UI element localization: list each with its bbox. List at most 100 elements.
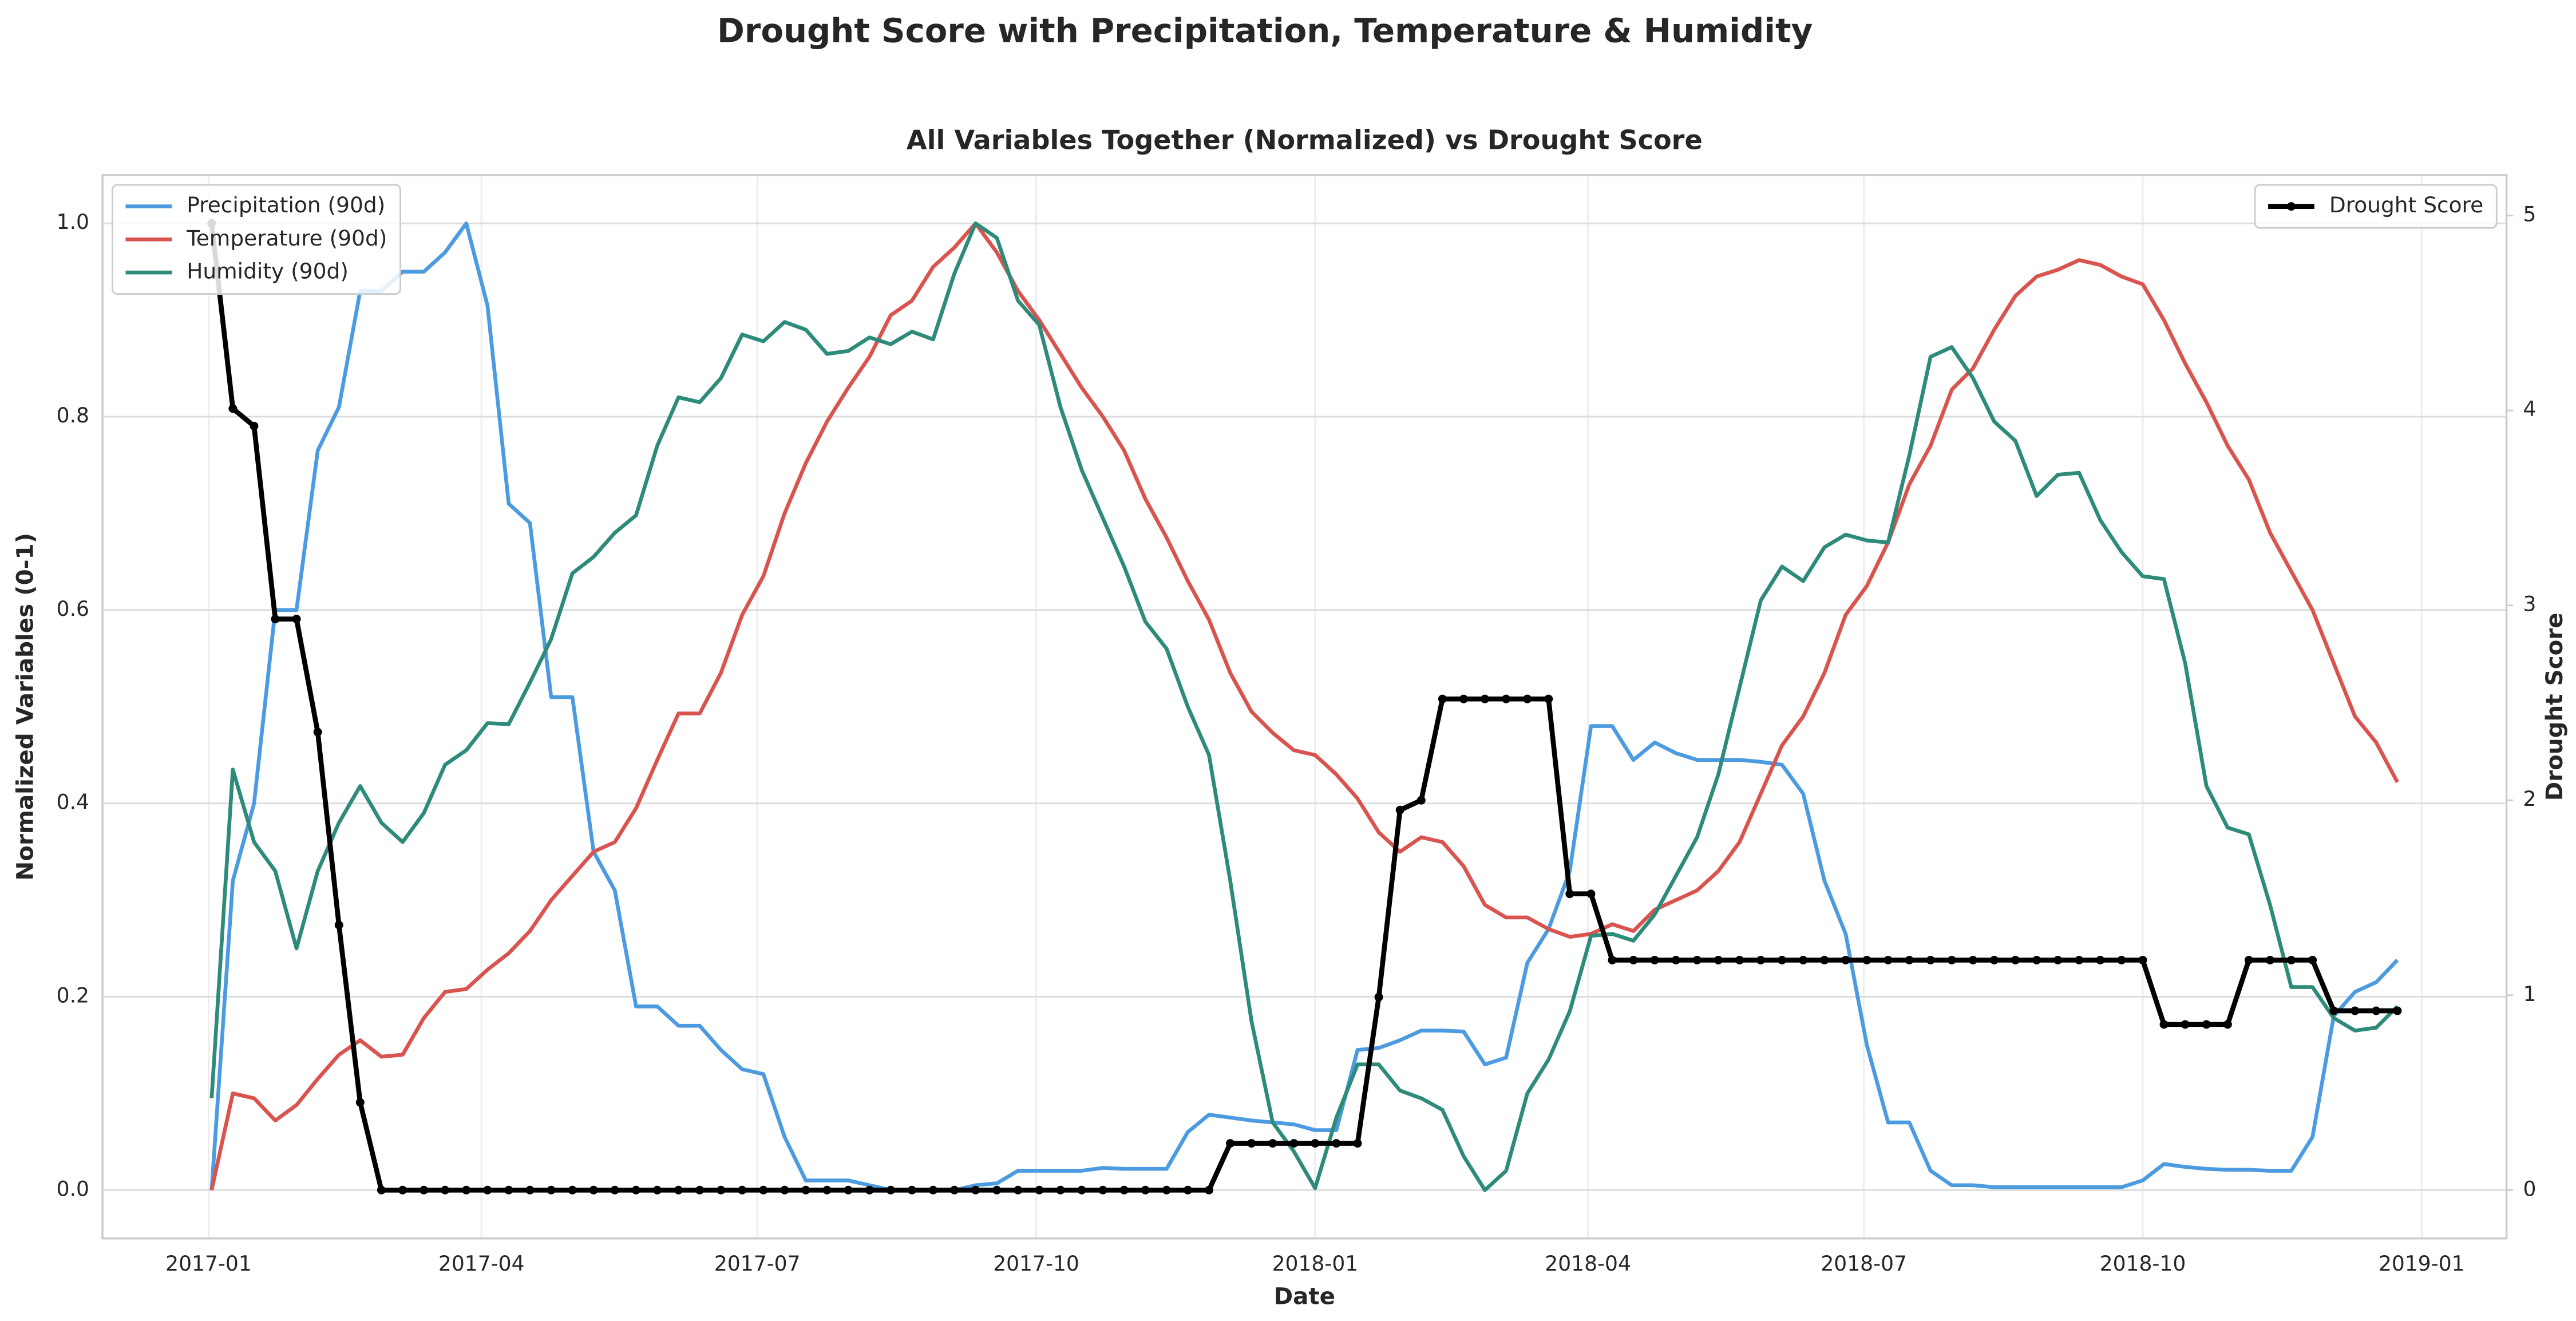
series-marker bbox=[2287, 955, 2296, 964]
x-tick-label: 2017-04 bbox=[438, 1252, 525, 1276]
series-marker bbox=[1502, 694, 1511, 703]
series-marker bbox=[292, 615, 301, 624]
series-marker bbox=[759, 1185, 768, 1195]
series-marker bbox=[822, 1185, 832, 1195]
series-marker bbox=[228, 404, 238, 413]
series-marker bbox=[886, 1185, 895, 1195]
series-marker bbox=[483, 1185, 492, 1195]
series-marker bbox=[547, 1185, 556, 1195]
y2-tick-label: 5 bbox=[2523, 203, 2536, 227]
y-axis-label: Normalized Variables (0-1) bbox=[11, 533, 38, 881]
series-marker bbox=[2053, 955, 2063, 964]
legend-marker bbox=[2286, 202, 2296, 211]
series-marker bbox=[1119, 1185, 1129, 1195]
legend-box bbox=[111, 184, 401, 295]
series-marker bbox=[525, 1185, 535, 1195]
series-marker bbox=[2351, 1006, 2360, 1015]
series-marker bbox=[1438, 694, 1447, 703]
series-marker bbox=[313, 727, 322, 737]
series-marker bbox=[717, 1185, 726, 1195]
x-tick-label: 2017-01 bbox=[165, 1252, 252, 1276]
y2-tick-label: 3 bbox=[2523, 592, 2536, 616]
y-tick-label: 0.2 bbox=[57, 983, 89, 1007]
series-marker bbox=[398, 1185, 407, 1195]
x-tick-label: 2019-01 bbox=[2379, 1252, 2465, 1276]
y2-tick-label: 4 bbox=[2523, 397, 2536, 421]
series-marker bbox=[1629, 955, 1638, 964]
series-marker bbox=[1098, 1185, 1107, 1195]
series-marker bbox=[1756, 955, 1766, 964]
series-marker bbox=[2372, 1006, 2381, 1015]
legend-y2: Drought Score bbox=[2254, 184, 2498, 229]
series-marker bbox=[1204, 1185, 1213, 1195]
series-marker bbox=[1459, 694, 1468, 703]
series-line bbox=[209, 221, 2399, 1192]
series-marker bbox=[1692, 955, 1701, 964]
series-marker bbox=[1586, 889, 1596, 899]
series-marker bbox=[1353, 1139, 1362, 1148]
series-marker bbox=[1289, 1139, 1299, 1148]
y-tick-label: 0.4 bbox=[57, 790, 89, 814]
series-marker bbox=[780, 1185, 789, 1195]
chart-title: Drought Score with Precipitation, Temper… bbox=[717, 11, 1813, 50]
series-marker bbox=[1226, 1139, 1235, 1148]
series-marker bbox=[2202, 1020, 2211, 1029]
legend-label: Temperature (90d) bbox=[186, 226, 387, 251]
series-marker bbox=[2223, 1020, 2232, 1029]
series-marker bbox=[1311, 1139, 1320, 1148]
series-marker bbox=[928, 1185, 937, 1195]
series-marker bbox=[1947, 955, 1956, 964]
series-marker bbox=[1799, 955, 1808, 964]
x-tick-label: 2017-07 bbox=[714, 1252, 801, 1276]
series-marker bbox=[377, 1185, 386, 1195]
series-marker bbox=[1481, 694, 1490, 703]
series-marker bbox=[1416, 796, 1426, 805]
series-marker bbox=[1905, 955, 1914, 964]
series-marker bbox=[2308, 955, 2317, 964]
series-marker bbox=[1926, 955, 1935, 964]
series-marker bbox=[2075, 955, 2084, 964]
x-axis-label: Date bbox=[1274, 1283, 1335, 1310]
series-marker bbox=[1162, 1185, 1171, 1195]
y-tick-label: 0.8 bbox=[57, 404, 89, 428]
series-marker bbox=[1035, 1185, 1044, 1195]
legend-label: Precipitation (90d) bbox=[187, 192, 385, 217]
series-marker bbox=[1374, 992, 1383, 1002]
series-marker bbox=[1671, 955, 1680, 964]
series-marker bbox=[462, 1185, 471, 1195]
series-marker bbox=[1883, 955, 1893, 964]
series-marker bbox=[1862, 955, 1871, 964]
series-marker bbox=[2138, 955, 2147, 964]
series-marker bbox=[907, 1185, 916, 1195]
series-line bbox=[209, 221, 2399, 1192]
series-marker bbox=[1141, 1185, 1150, 1195]
series-marker bbox=[610, 1185, 619, 1195]
series-marker bbox=[1841, 955, 1850, 964]
series-marker bbox=[2096, 955, 2105, 964]
series-marker bbox=[801, 1185, 810, 1195]
series-marker bbox=[1544, 694, 1553, 703]
series-marker bbox=[1714, 955, 1723, 964]
series-marker bbox=[504, 1185, 513, 1195]
series-marker bbox=[1183, 1185, 1192, 1195]
series-marker bbox=[1077, 1185, 1086, 1195]
series-marker bbox=[674, 1185, 683, 1195]
series-marker bbox=[1608, 955, 1617, 964]
series-marker bbox=[2117, 955, 2126, 964]
series-marker bbox=[1523, 694, 1532, 703]
series-marker bbox=[2329, 1006, 2338, 1015]
series-marker bbox=[1395, 805, 1404, 814]
series-marker bbox=[1014, 1185, 1023, 1195]
y2-tick-label: 0 bbox=[2523, 1177, 2536, 1201]
x-tick-label: 2017-10 bbox=[993, 1252, 1079, 1276]
series-marker bbox=[334, 920, 343, 930]
series-line bbox=[209, 223, 2397, 1193]
series-marker bbox=[2032, 955, 2041, 964]
series-marker bbox=[950, 1185, 959, 1195]
series-marker bbox=[1247, 1139, 1256, 1148]
legend-label: Humidity (90d) bbox=[187, 259, 349, 284]
x-tick-label: 2018-10 bbox=[2100, 1252, 2186, 1276]
y2-tick-label: 2 bbox=[2523, 787, 2536, 811]
